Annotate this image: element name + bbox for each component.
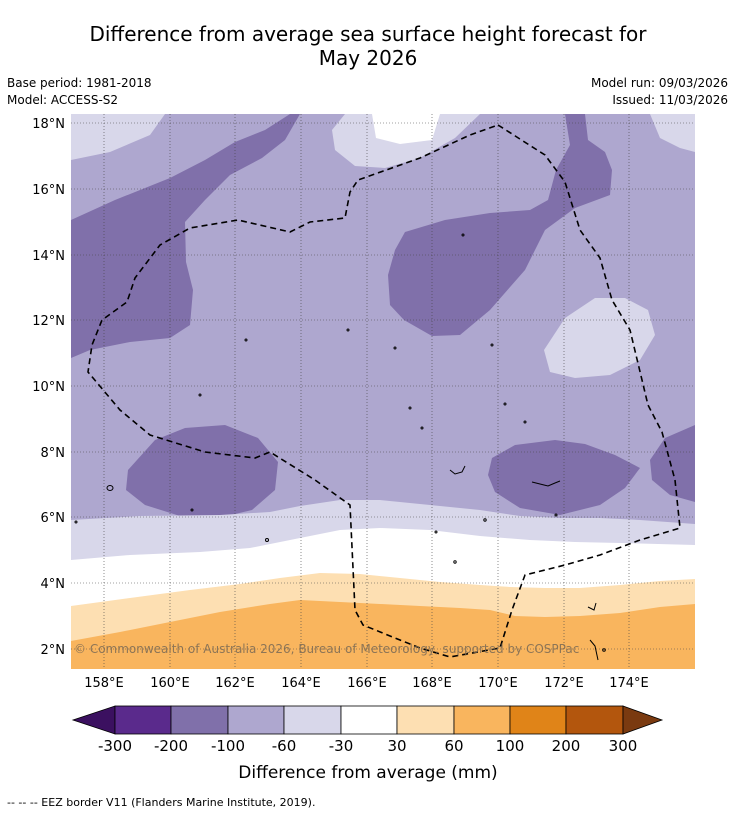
colorbar-tick: 200 xyxy=(552,737,581,755)
colorbar-under-triangle xyxy=(71,705,116,735)
colorbar-swatch-minus100-minus60 xyxy=(227,705,285,735)
colorbar-tick: 100 xyxy=(496,737,525,755)
lat-tick: 16°N xyxy=(32,183,65,198)
meta-left: Base period: 1981-2018 Model: ACCESS-S2 xyxy=(7,75,152,109)
colorbar-tick: -60 xyxy=(272,737,297,755)
lat-tick: 6°N xyxy=(41,511,66,526)
colorbar-swatch-minus60-minus30 xyxy=(283,705,342,735)
title-line-1: Difference from average sea surface heig… xyxy=(89,22,647,46)
longitude-axis: 158°E 160°E 162°E 164°E 166°E 168°E 170°… xyxy=(84,676,649,691)
lat-tick: 2°N xyxy=(41,643,66,658)
map-plot: © Commonwealth of Australia 2026, Bureau… xyxy=(71,114,695,669)
footnote: -- -- -- EEZ border V11 (Flanders Marine… xyxy=(7,796,316,809)
lon-tick: 170°E xyxy=(478,676,518,691)
lat-tick: 14°N xyxy=(32,249,65,264)
field-minus200-minus100-southwest xyxy=(126,425,278,518)
field-minus200-minus100-far-east xyxy=(650,425,695,502)
colorbar-swatch-200-300 xyxy=(565,705,624,735)
lat-tick: 4°N xyxy=(41,577,66,592)
lon-tick: 168°E xyxy=(412,676,452,691)
field-60-100 xyxy=(71,600,695,669)
colorbar-swatch-minus30-30 xyxy=(340,705,398,735)
colorbar-swatch-30-60 xyxy=(396,705,455,735)
graticule xyxy=(71,114,695,669)
colorbar-ticks: -300 -200 -100 -60 -30 30 60 100 200 300 xyxy=(98,737,637,755)
colorbar-swatch-60-100 xyxy=(453,705,511,735)
eez-border xyxy=(87,124,681,658)
colorbar-label: Difference from average (mm) xyxy=(238,763,497,783)
colorbar-tick: -30 xyxy=(329,737,354,755)
field-minus60-minus30-east xyxy=(544,298,655,378)
colorbar-tick: 300 xyxy=(609,737,638,755)
base-period: Base period: 1981-2018 xyxy=(7,76,152,90)
field-white-top xyxy=(372,114,440,144)
lon-tick: 174°E xyxy=(609,676,649,691)
lon-tick: 158°E xyxy=(84,676,124,691)
model-run: Model run: 09/03/2026 xyxy=(590,76,728,90)
colorbar-tick: -100 xyxy=(211,737,245,755)
model-name: Model: ACCESS-S2 xyxy=(7,93,119,107)
title-line-2: May 2026 xyxy=(318,46,418,70)
colorbar-over-triangle xyxy=(622,705,664,735)
islands xyxy=(74,233,606,661)
lat-tick: 10°N xyxy=(32,380,65,395)
lon-tick: 166°E xyxy=(347,676,387,691)
lon-tick: 172°E xyxy=(544,676,584,691)
map-title: Difference from average sea surface heig… xyxy=(0,22,736,70)
field-minus200-minus100-central xyxy=(388,114,612,336)
issued-date: Issued: 11/03/2026 xyxy=(612,93,728,107)
lon-tick: 164°E xyxy=(281,676,321,691)
lon-tick: 162°E xyxy=(215,676,255,691)
colorbar: -300 -200 -100 -60 -30 30 60 100 200 300… xyxy=(71,705,664,783)
colorbar-swatch-minus300-minus200 xyxy=(114,705,172,735)
field-minus60-minus30-top-right xyxy=(650,114,695,152)
lat-tick: 8°N xyxy=(41,446,66,461)
meta-right: Model run: 09/03/2026 Issued: 11/03/2026 xyxy=(591,75,728,109)
colorbar-tick: -200 xyxy=(154,737,188,755)
lon-tick: 160°E xyxy=(150,676,190,691)
lat-tick: 18°N xyxy=(32,117,65,132)
copyright-text: © Commonwealth of Australia 2026, Bureau… xyxy=(74,642,579,656)
colorbar-tick: -300 xyxy=(98,737,132,755)
colorbar-tick: 30 xyxy=(387,737,406,755)
field-minus60-minus30-top-left xyxy=(71,114,165,160)
lat-tick: 12°N xyxy=(32,314,65,329)
latitude-axis: 18°N 16°N 14°N 12°N 10°N 8°N 6°N 4°N 2°N xyxy=(32,117,65,658)
colorbar-swatch-minus200-minus100 xyxy=(170,705,229,735)
colorbar-tick: 60 xyxy=(444,737,463,755)
colorbar-swatch-100-200 xyxy=(509,705,567,735)
